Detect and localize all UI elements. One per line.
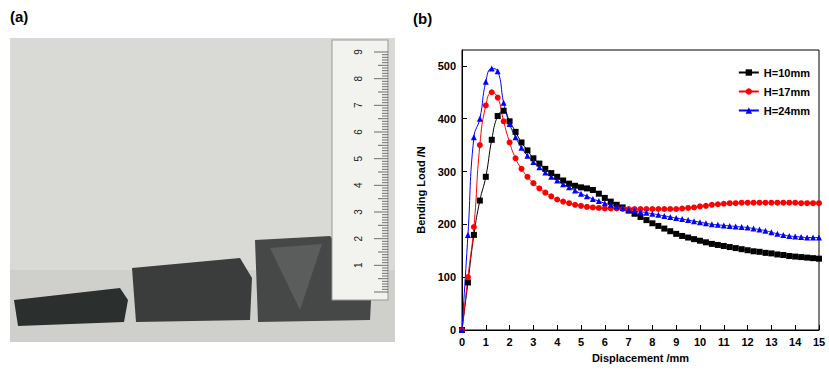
svg-text:300: 300 xyxy=(438,166,456,178)
svg-text:7: 7 xyxy=(626,336,632,348)
svg-text:0: 0 xyxy=(459,336,465,348)
svg-text:1: 1 xyxy=(353,262,364,268)
svg-text:5: 5 xyxy=(353,155,364,161)
svg-text:2: 2 xyxy=(507,336,513,348)
svg-text:9: 9 xyxy=(353,49,364,55)
svg-text:3: 3 xyxy=(353,209,364,215)
svg-text:6: 6 xyxy=(353,129,364,135)
svg-text:9: 9 xyxy=(673,336,679,348)
svg-text:(b): (b) xyxy=(413,10,432,27)
svg-text:500: 500 xyxy=(438,60,456,72)
svg-text:4: 4 xyxy=(554,336,561,348)
svg-text:Bending Load /N: Bending Load /N xyxy=(415,146,427,233)
svg-text:0: 0 xyxy=(450,324,456,336)
svg-text:200: 200 xyxy=(438,218,456,230)
svg-text:2: 2 xyxy=(353,235,364,241)
svg-text:13: 13 xyxy=(765,336,777,348)
svg-text:4: 4 xyxy=(353,182,364,188)
svg-text:Displacement /mm: Displacement /mm xyxy=(592,352,689,364)
svg-text:10: 10 xyxy=(694,336,706,348)
svg-text:3: 3 xyxy=(530,336,536,348)
svg-text:100: 100 xyxy=(438,271,456,283)
svg-text:14: 14 xyxy=(789,336,802,348)
svg-text:7: 7 xyxy=(353,102,364,108)
svg-text:H=17mm: H=17mm xyxy=(764,86,810,98)
svg-text:5: 5 xyxy=(578,336,584,348)
svg-text:12: 12 xyxy=(741,336,753,348)
svg-text:H=24mm: H=24mm xyxy=(764,105,810,117)
svg-text:1: 1 xyxy=(483,336,489,348)
svg-text:H=10mm: H=10mm xyxy=(764,67,810,79)
svg-text:8: 8 xyxy=(353,75,364,81)
svg-text:6: 6 xyxy=(602,336,608,348)
svg-text:(a): (a) xyxy=(10,8,28,25)
svg-text:11: 11 xyxy=(718,336,730,348)
svg-text:8: 8 xyxy=(649,336,655,348)
svg-text:15: 15 xyxy=(813,336,825,348)
svg-text:400: 400 xyxy=(438,113,456,125)
